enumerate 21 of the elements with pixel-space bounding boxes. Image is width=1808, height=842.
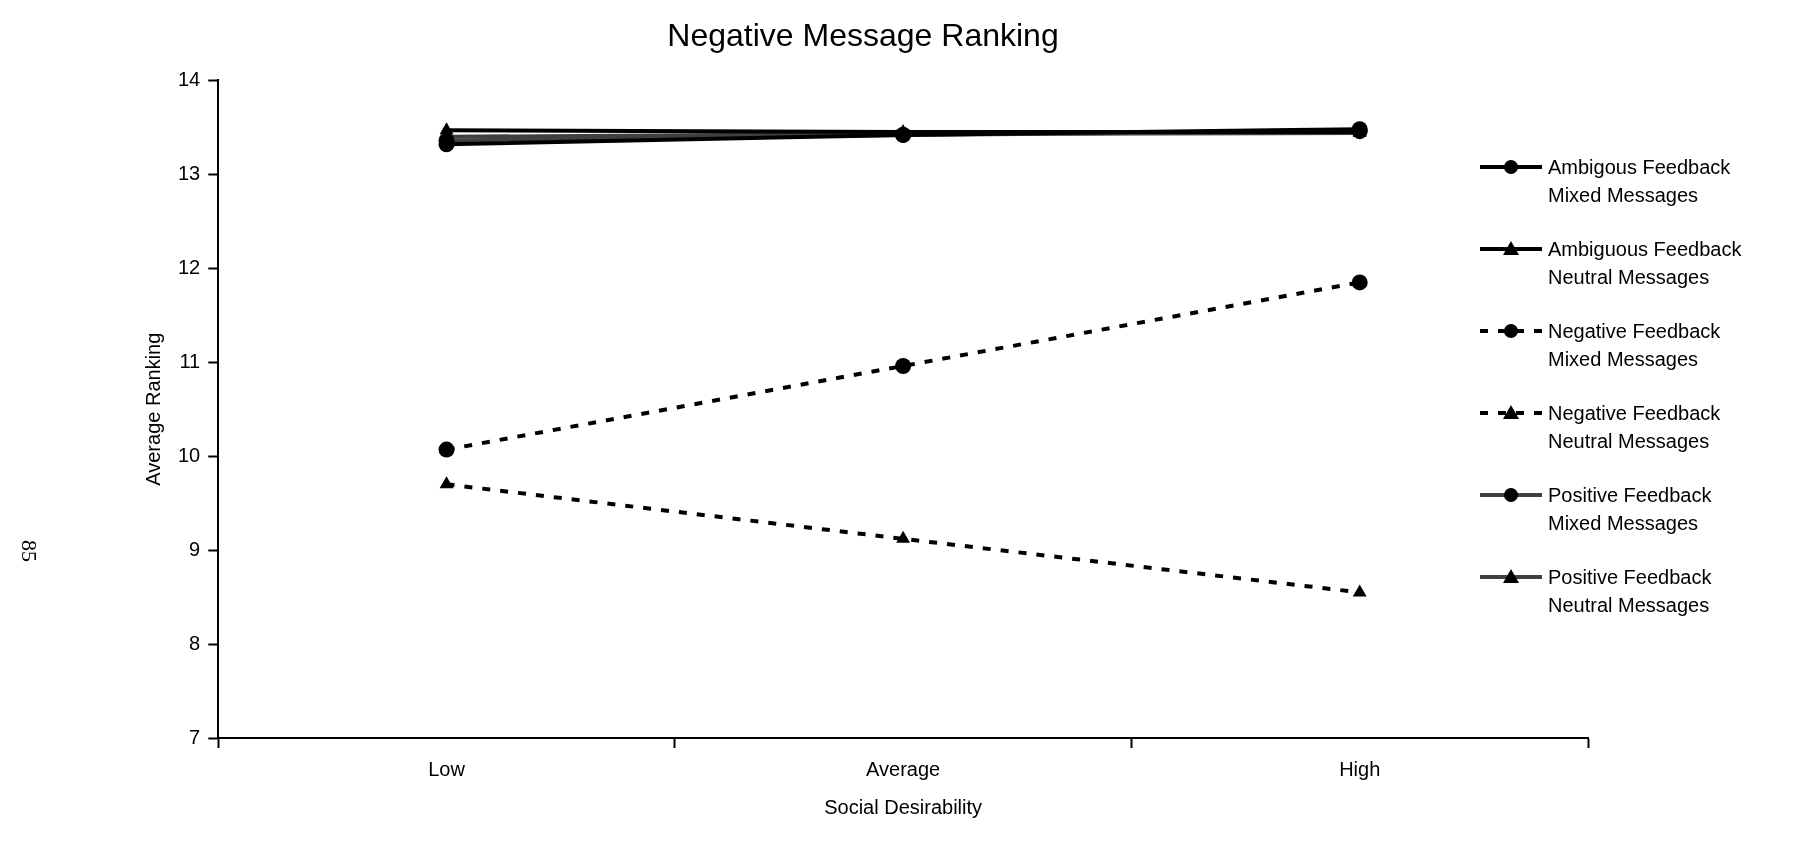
x-tick-label: Average	[866, 757, 941, 780]
x-tick-label: Low	[428, 757, 466, 780]
y-tick-label: 8	[189, 631, 201, 654]
text: 85	[16, 540, 42, 562]
y-tick-label: 7	[189, 725, 201, 748]
y-tick-label: 11	[179, 349, 201, 372]
legend-label: Negative Feedback Mixed Messages	[1548, 319, 1722, 372]
y-tick-label: 13	[178, 161, 201, 184]
y-tick-label: 12	[178, 255, 201, 278]
legend-label: Positive Feedback Mixed Messages	[1548, 483, 1713, 536]
y-tick-label: 10	[178, 443, 201, 466]
legend-label: Ambigous Feedback Mixed Messages	[1548, 155, 1732, 208]
x-tick-label: High	[1339, 757, 1381, 780]
legend-label: Ambiguous Feedback Neutral Messages	[1548, 237, 1743, 290]
y-tick-label: 14	[178, 67, 201, 90]
legend-label: Negative Feedback Neutral Messages	[1548, 401, 1722, 454]
legend-label: Positive Feedback Neutral Messages	[1548, 565, 1713, 618]
chart-title: Negative Message Ranking	[667, 17, 1059, 54]
y-tick-label: 9	[189, 537, 201, 560]
x-axis-title: Social Desirability	[824, 795, 983, 818]
y-axis-title: Average Ranking	[141, 332, 164, 486]
